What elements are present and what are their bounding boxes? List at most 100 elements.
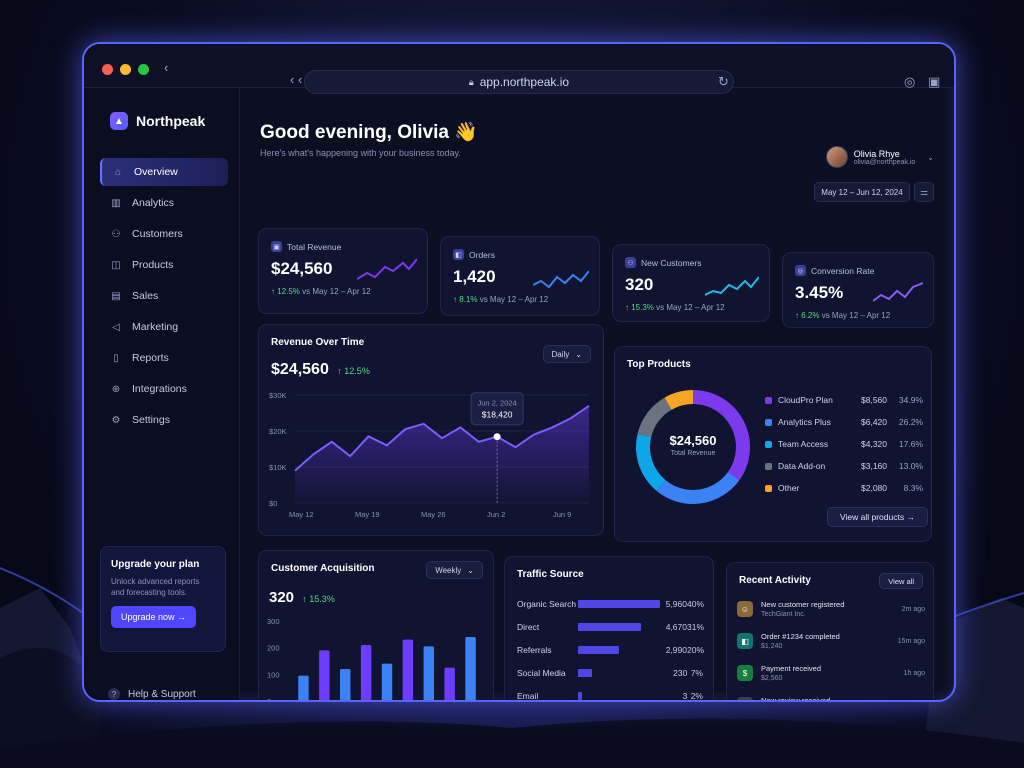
traffic-percent: 2% <box>690 691 703 701</box>
close-window-dot[interactable] <box>102 64 113 75</box>
kpi-delta: ↑ 8.1% vs May 12 – Apr 12 <box>453 295 548 304</box>
hover-point[interactable] <box>493 433 501 441</box>
brand[interactable]: ▲ Northpeak <box>110 112 205 130</box>
top-products-card: Top Products $24,560 Total Revenue Cloud… <box>614 346 932 542</box>
bar[interactable] <box>423 646 434 701</box>
kpi-value: 3.45% <box>795 283 844 302</box>
sparkline <box>533 270 589 289</box>
activity-item[interactable]: ◧ Order #1234 completed $1,240 15m ago <box>737 627 925 655</box>
date-range-picker[interactable]: May 12 – Jun 12, 2024 <box>814 182 910 202</box>
bar[interactable] <box>381 663 393 701</box>
bar-chart-icon: ▥ <box>111 197 121 209</box>
bar[interactable] <box>298 675 309 701</box>
activity-item[interactable]: $ Payment received $2,560 1h ago <box>737 659 925 687</box>
sidebar-item-settings[interactable]: ⚙ Settings <box>100 406 228 434</box>
users-icon: ⚇ <box>625 257 636 268</box>
user-email: olivia@northpeak.io <box>853 158 916 166</box>
traffic-row[interactable]: Social Media 230 7% <box>517 666 703 680</box>
legend-row[interactable]: Other $2,080 8.3% <box>765 481 923 495</box>
traffic-row[interactable]: Email 3 2% <box>517 689 703 701</box>
kpi-delta-value: ↑ 12.5% <box>271 287 300 296</box>
legend-row[interactable]: Data Add-on $3,160 13.0% <box>765 459 923 473</box>
activity-item[interactable]: ☺ New customer registered TechGiant Inc. 2m… <box>737 595 925 623</box>
donut-slice[interactable] <box>637 397 672 438</box>
user-icon: ☺ <box>737 601 753 617</box>
filter-button[interactable]: ⚌ <box>914 182 934 202</box>
document-icon: ▯ <box>113 352 119 364</box>
bar[interactable] <box>360 645 372 701</box>
sidebar-item-reports[interactable]: ▯ Reports <box>100 344 228 372</box>
bar[interactable] <box>402 639 414 701</box>
donut-slice[interactable] <box>656 471 740 504</box>
sidebar-item-integrations[interactable]: ⊕ Integrations <box>100 375 228 403</box>
granularity-label: Weekly <box>435 565 462 575</box>
card-title: Traffic Source <box>517 569 584 580</box>
reload-icon[interactable]: ↻ <box>718 74 729 89</box>
activity-time: 15m ago <box>897 637 925 645</box>
revenue-area <box>295 405 589 503</box>
user-menu[interactable]: Olivia Rhye olivia@northpeak.io ⌄ <box>825 146 934 168</box>
maximize-window-dot[interactable] <box>138 64 149 75</box>
bar[interactable] <box>465 637 476 701</box>
cart-icon: ◧ <box>453 249 464 260</box>
revenue-total: $24,560 <box>271 361 329 378</box>
sidebar-item-label: Customers <box>132 228 183 240</box>
sidebar-item-customers[interactable]: ⚇ Customers <box>100 220 228 248</box>
top-products-donut <box>636 390 750 504</box>
traffic-label: Email <box>517 691 539 701</box>
traffic-row[interactable]: Direct 4,670 31% <box>517 620 704 634</box>
sidebar-item-label: Analytics <box>132 197 175 209</box>
tabs-icon[interactable]: ▣ <box>928 74 941 89</box>
revenue-over-time-card: Revenue Over Time $24,560 ↑ 12.5% Daily ⌄… <box>258 324 604 536</box>
activity-item[interactable]: ★New review received★★★★★3h ago <box>737 691 925 700</box>
kpi-card-new-customers[interactable]: ⚇ New Customers 320 ↑ 15.3% vs May 12 – A… <box>612 244 770 322</box>
extensions-icon[interactable]: ◎ <box>904 74 916 89</box>
traffic-source-card: Traffic Source Organic Search 5,960 40% Dir… <box>504 556 714 701</box>
kpi-card-orders[interactable]: ◧ Orders 1,420 ↑ 8.1% vs May 12 – Apr 12 <box>440 236 600 316</box>
help-support-link[interactable]: ? Help & Support <box>108 688 196 700</box>
donut-slice[interactable] <box>692 390 750 481</box>
traffic-row[interactable]: Organic Search 5,960 40% <box>517 597 704 611</box>
sidebar-item-sales[interactable]: ▤ Sales <box>100 282 228 310</box>
kpi-title: Orders <box>469 249 495 260</box>
sidebar-item-marketing[interactable]: ◁ Marketing <box>100 313 228 341</box>
upgrade-now-button[interactable]: Upgrade now → <box>111 606 197 629</box>
donut-center-label: Total Revenue <box>670 450 716 457</box>
kpi-card-conversion-rate[interactable]: ◎ Conversion Rate 3.45% ↑ 6.2% vs May 12 … <box>782 252 934 328</box>
donut-slice[interactable] <box>636 433 666 491</box>
x-tick-label: May 26 <box>421 510 446 519</box>
traffic-bar <box>577 646 619 654</box>
kpi-delta-value: ↑ 8.1% <box>453 295 478 304</box>
legend-amount: $3,160 <box>861 461 887 471</box>
legend-swatch <box>765 462 772 470</box>
traffic-bar-track <box>577 669 660 677</box>
donut-slice[interactable] <box>664 390 694 410</box>
bar[interactable] <box>444 667 455 701</box>
granularity-select[interactable]: Daily ⌄ <box>542 345 591 363</box>
view-all-activity-button[interactable]: View all <box>879 573 923 589</box>
donut-center-value: $24,560 <box>669 433 717 448</box>
back-icon[interactable]: ‹ <box>164 60 169 75</box>
sidebar-item-analytics[interactable]: ▥ Analytics <box>100 189 228 217</box>
legend-percent: 17.6% <box>898 439 923 449</box>
help-label: Help & Support <box>128 688 196 700</box>
bar[interactable] <box>340 669 351 701</box>
traffic-row[interactable]: Referrals 2,990 20% <box>517 643 704 657</box>
bar[interactable] <box>319 650 330 701</box>
granularity-select[interactable]: Weekly ⌄ <box>426 561 483 579</box>
legend-row[interactable]: CloudPro Plan $8,560 34.9% <box>765 393 923 407</box>
sidebar-item-overview[interactable]: ⌂ Overview <box>100 158 228 186</box>
minimize-window-dot[interactable] <box>120 64 131 75</box>
kpi-card-total-revenue[interactable]: ▣ Total Revenue $24,560 ↑ 12.5% vs May 12… <box>258 228 428 314</box>
nav-arrows-icon[interactable]: ‹ ‹ <box>290 72 303 87</box>
y-tick-label: $0 <box>269 499 277 508</box>
legend-row[interactable]: Analytics Plus $6,420 26.2% <box>765 415 923 429</box>
legend-row[interactable]: Team Access $4,320 17.6% <box>765 437 923 451</box>
address-bar[interactable]: 🔒︎ app.northpeak.io <box>304 70 734 94</box>
view-all-products-button[interactable]: View all products → <box>827 507 928 527</box>
wallet-icon: ▣ <box>271 241 282 252</box>
sidebar-item-products[interactable]: ◫ Products <box>100 251 228 279</box>
acquisition-total: 320 <box>269 589 295 606</box>
kpi-title: Total Revenue <box>287 241 342 252</box>
